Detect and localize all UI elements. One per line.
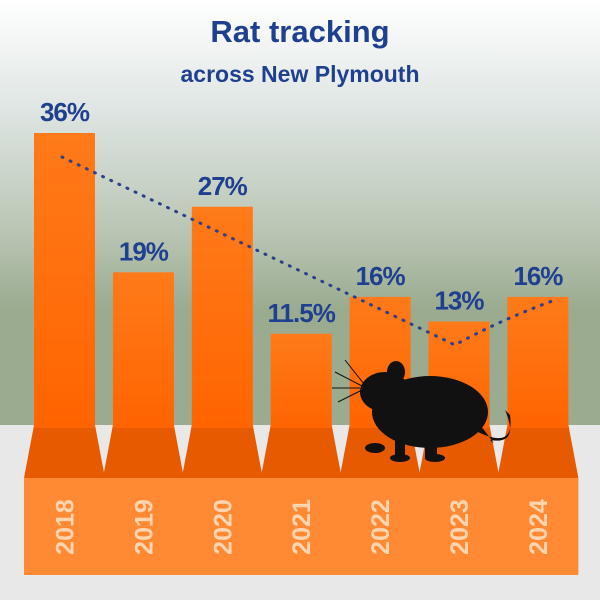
bar-fold (102, 425, 184, 478)
rat-silhouette (332, 359, 511, 462)
year-tab (339, 478, 421, 575)
bar-fold (497, 425, 579, 478)
bar-fold (260, 425, 342, 478)
bar (270, 333, 332, 428)
year-tab (181, 478, 263, 575)
value-label: 27% (198, 171, 248, 201)
bar (191, 206, 253, 428)
x-tick-label: 2019 (130, 499, 158, 555)
bar-fold (24, 425, 105, 478)
chart-title: Rat tracking (210, 14, 389, 49)
year-tab (497, 478, 579, 575)
bar (507, 296, 569, 428)
x-tick-label: 2020 (209, 499, 237, 555)
x-tick-label: 2022 (367, 499, 395, 555)
value-label: 16% (513, 261, 563, 291)
x-tick-label: 2018 (52, 499, 80, 555)
value-label: 13% (434, 285, 484, 315)
year-tab (102, 478, 184, 575)
x-tick-label: 2023 (446, 499, 474, 555)
bar-fold (181, 425, 263, 478)
bar (34, 133, 95, 428)
bar (112, 272, 174, 428)
x-tick-label: 2021 (288, 499, 316, 555)
value-label: 16% (356, 261, 406, 291)
value-label: 19% (119, 236, 169, 266)
value-label: 11.5% (268, 298, 336, 328)
value-label: 36% (40, 97, 90, 127)
chart-subtitle: across New Plymouth (180, 61, 419, 87)
year-tab (24, 478, 105, 575)
year-tab (418, 478, 500, 575)
trend-line (60, 155, 557, 347)
x-tick-label: 2024 (525, 499, 553, 555)
year-tab (260, 478, 342, 575)
